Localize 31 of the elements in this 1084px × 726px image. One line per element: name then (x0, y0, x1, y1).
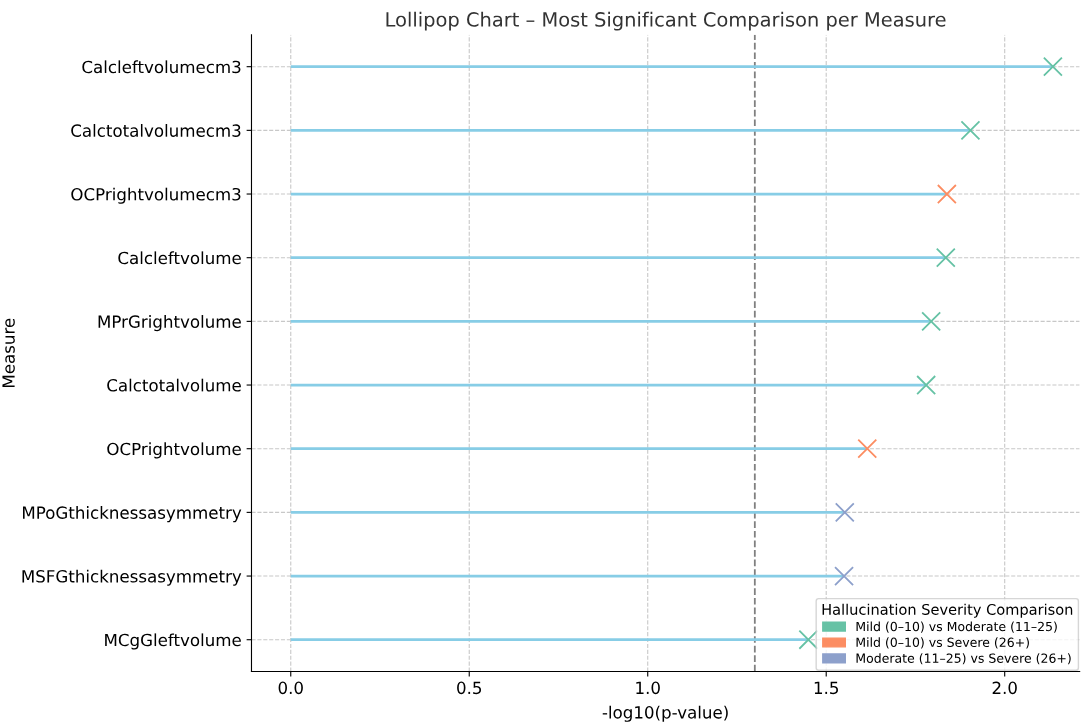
legend-label: Moderate (11–25) vs Severe (26+) (856, 653, 1071, 665)
point (834, 566, 854, 586)
point (936, 184, 957, 204)
y-axis-title: Measure (2, 318, 15, 387)
y-tick-label: OCPrightvolume (107, 442, 241, 459)
point (935, 247, 956, 268)
y-tick-label: Calcleftvolumecm3 (82, 60, 241, 74)
point (960, 120, 981, 141)
x-axis-title: -log10(p-value) (602, 705, 728, 722)
point (857, 438, 878, 459)
y-tick-label: MCgGleftvolume (105, 633, 241, 650)
y-tick-label: MSFGthicknessasymmetry (22, 569, 242, 586)
x-tick-label: 0.5 (457, 681, 482, 695)
y-tick-label: OCPrightvolumecm3 (71, 187, 241, 204)
point (834, 502, 855, 523)
y-tick-label: MPoGthicknessasymmetry (23, 506, 242, 523)
y-tick-label: Calcleftvolume (118, 251, 241, 265)
y-tick-label: Calctotalvolumecm3 (71, 124, 241, 137)
chart-title: Lollipop Chart – Most Significant Comparison per Measure (386, 11, 946, 31)
x-tick-label: 1.0 (636, 681, 660, 695)
y-tick-label: MPrGrightvolume (98, 315, 241, 332)
x-tick-label: 1.5 (814, 681, 839, 695)
point (1042, 56, 1063, 77)
y-tick-label: Calctotalvolume (107, 378, 241, 392)
legend-title: Hallucination Severity Comparison (822, 603, 1073, 618)
legend-label: Mild (0–10) vs Severe (26+) (856, 637, 1029, 649)
legend-label: Mild (0–10) vs Moderate (11–25) (856, 621, 1057, 633)
x-tick-label: 0.0 (278, 681, 303, 695)
point (916, 375, 937, 395)
point (921, 311, 942, 332)
x-tick-label: 2.0 (992, 681, 1017, 695)
